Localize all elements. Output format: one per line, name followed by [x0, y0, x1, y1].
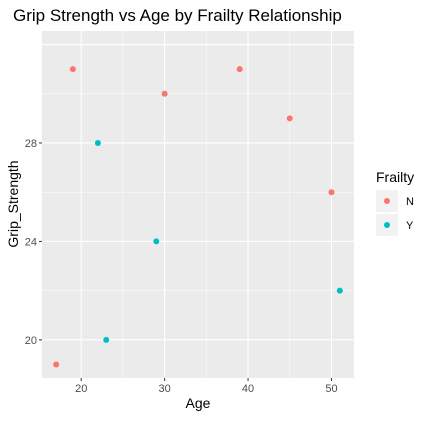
plot-panel — [42, 31, 354, 378]
y-tick-label-20: 20 — [25, 335, 37, 347]
legend-marker-N — [384, 198, 390, 204]
y-tick-label-24: 24 — [25, 236, 37, 248]
x-tick-label-50: 50 — [325, 383, 337, 395]
point-N-1 — [69, 66, 76, 73]
y-tick-label-28: 28 — [25, 138, 37, 150]
chart-title: Grip Strength vs Age by Frailty Relation… — [13, 6, 342, 25]
legend-title: Frailty — [376, 169, 414, 185]
y-axis-title: Grip_Strength — [5, 160, 21, 247]
point-N-0 — [53, 361, 60, 368]
legend-marker-Y — [384, 222, 390, 228]
x-axis-ticks: 20 30 40 50 — [75, 378, 338, 395]
point-N-5 — [328, 189, 335, 196]
point-Y-1 — [103, 336, 110, 343]
x-axis-title: Age — [186, 395, 211, 411]
point-Y-3 — [336, 287, 343, 294]
legend-label-N: N — [406, 196, 414, 208]
major-grid — [42, 31, 354, 378]
x-tick-label-30: 30 — [159, 383, 171, 395]
point-Y-2 — [153, 238, 160, 245]
point-N-3 — [236, 66, 243, 73]
point-Y-0 — [94, 139, 101, 146]
point-N-2 — [161, 90, 168, 97]
point-N-4 — [286, 115, 293, 122]
points-layer — [53, 66, 343, 368]
y-axis-ticks: 20 24 28 — [25, 138, 42, 347]
x-tick-label-40: 40 — [242, 383, 254, 395]
x-tick-label-20: 20 — [75, 383, 87, 395]
legend: Frailty NY — [376, 169, 414, 236]
legend-label-Y: Y — [406, 220, 414, 232]
minor-grid — [42, 31, 354, 378]
legend-items: NY — [376, 190, 414, 236]
